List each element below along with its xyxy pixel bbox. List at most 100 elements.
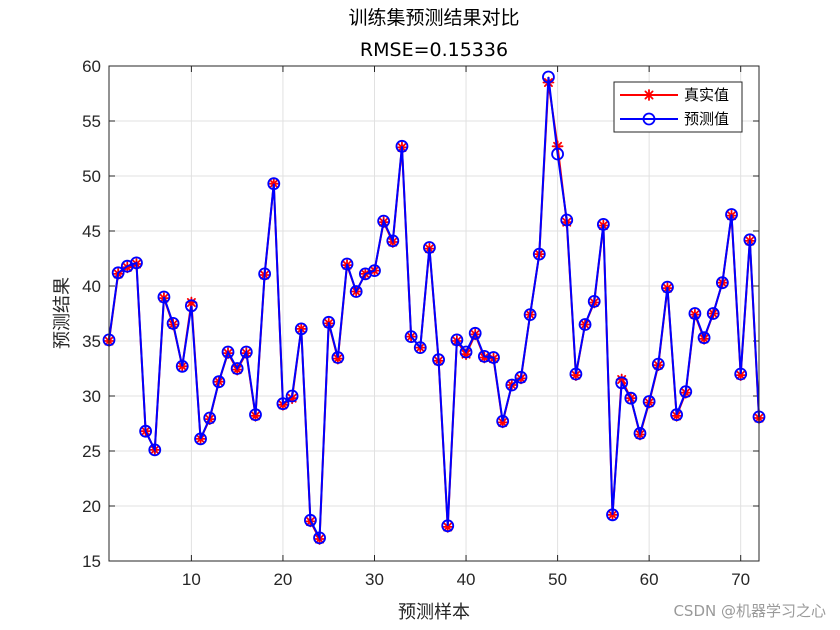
- series-pred-point: [514, 370, 528, 384]
- series-pred-point: [267, 177, 281, 191]
- x-tick-label: 40: [457, 570, 476, 589]
- series-pred-point: [532, 247, 546, 261]
- y-axis-label: 预测结果: [52, 277, 73, 349]
- y-tick-label: 45: [82, 222, 101, 241]
- series-pred-point: [184, 299, 198, 313]
- x-tick-label: 60: [640, 570, 659, 589]
- series-pred-point: [697, 331, 711, 345]
- series-pred-point: [496, 414, 510, 428]
- series-pred-point: [230, 362, 244, 375]
- y-tick-label: 60: [82, 57, 101, 76]
- series-pred-point: [715, 276, 729, 290]
- series-pred-point: [523, 308, 537, 322]
- x-tick-label: 20: [273, 570, 292, 589]
- series-pred-point: [331, 351, 345, 364]
- chart-title: 训练集预测结果对比: [348, 7, 519, 29]
- series-pred-point: [459, 345, 473, 359]
- series-pred-point: [642, 395, 656, 408]
- series-pred-point: [606, 508, 619, 522]
- series-pred-point: [560, 213, 574, 227]
- y-tick-label: 35: [82, 332, 101, 351]
- series-pred-point: [569, 367, 583, 381]
- series-pred-point: [679, 385, 693, 399]
- series-pred-point: [276, 397, 290, 411]
- series-pred-point: [441, 519, 455, 533]
- series-pred-point: [587, 294, 601, 308]
- legend-marker-true: [643, 89, 655, 101]
- chart-subtitle: RMSE=0.15336: [360, 39, 508, 61]
- series-pred-point: [624, 391, 638, 405]
- series-pred-point: [615, 376, 629, 390]
- series-pred-point: [423, 241, 436, 254]
- series-pred-point: [670, 408, 684, 422]
- legend-marker-pred: [642, 112, 656, 126]
- series-pred-point: [395, 139, 409, 153]
- series-pred-point: [743, 233, 757, 247]
- series-pred-point: [313, 531, 326, 545]
- series-pred-point: [322, 315, 336, 329]
- series-pred-point: [139, 424, 153, 438]
- x-tick-label: 30: [365, 570, 384, 589]
- series-pred-point: [386, 234, 400, 248]
- series-pred-point: [468, 326, 482, 340]
- y-tick-label: 30: [82, 387, 101, 406]
- series-pred: [102, 70, 766, 545]
- series-pred-point: [340, 257, 354, 271]
- series-pred-point: [734, 367, 748, 381]
- series-pred-point: [203, 411, 217, 425]
- series-pred-point: [542, 70, 555, 84]
- series-pred-point: [368, 264, 381, 278]
- series-pred-point: [157, 290, 171, 304]
- legend: 真实值 预测值: [613, 81, 743, 133]
- x-tick-label: 70: [731, 570, 750, 589]
- tick-labels: 10 20 30 40 50 60 70 15 20 25 30 35 40 45 50 55 60: [82, 57, 750, 589]
- series-pred-point: [130, 256, 143, 270]
- series-pred-point: [148, 443, 162, 457]
- series-pred-point: [450, 333, 464, 347]
- legend-label-true: 真实值: [684, 86, 729, 104]
- series-true-point: [331, 352, 344, 365]
- series-pred-point: [194, 432, 207, 446]
- series-pred-point: [505, 378, 519, 392]
- series-pred-point: [477, 349, 491, 363]
- y-tick-label: 55: [82, 112, 101, 131]
- series-pred-point: [413, 341, 427, 355]
- series-pred-point: [249, 408, 262, 422]
- series-pred-point: [551, 147, 564, 161]
- series-pred-point: [111, 266, 125, 280]
- series-pred-point: [294, 322, 308, 336]
- series-pred-point: [258, 267, 272, 281]
- y-tick-label: 40: [82, 277, 101, 296]
- series-pred-point: [239, 345, 253, 359]
- y-tick-label: 15: [82, 552, 101, 571]
- series-pred-point: [596, 217, 610, 231]
- series-pred-point: [661, 280, 674, 294]
- x-tick-label: 10: [182, 570, 201, 589]
- series-true-point: [570, 369, 582, 382]
- series-pred-point: [175, 359, 189, 373]
- series-pred-point: [651, 357, 665, 371]
- x-tick-label: 50: [548, 570, 567, 589]
- plot-frame: [108, 65, 760, 562]
- series-pred-point: [706, 307, 720, 320]
- series-pred-point: [432, 353, 445, 367]
- series-pred-point: [166, 316, 180, 330]
- series-pred-point: [404, 330, 418, 344]
- series-pred-point: [487, 351, 500, 364]
- legend-asterisk: [643, 89, 655, 101]
- series-pred-point: [349, 285, 363, 298]
- series-layer: [102, 70, 766, 545]
- legend-box: [613, 81, 743, 133]
- series-pred-point: [688, 307, 702, 320]
- series-pred-point: [578, 318, 592, 331]
- series-pred-point: [304, 513, 317, 527]
- watermark: CSDN @机器学习之心: [673, 602, 826, 620]
- x-axis-label: 预测样本: [398, 602, 470, 623]
- series-pred-point: [725, 208, 738, 221]
- series-pred-point: [221, 345, 235, 359]
- series-pred-point: [285, 389, 299, 403]
- y-tick-label: 25: [82, 442, 101, 461]
- y-tick-label: 50: [82, 167, 101, 186]
- y-tick-label: 20: [82, 497, 101, 516]
